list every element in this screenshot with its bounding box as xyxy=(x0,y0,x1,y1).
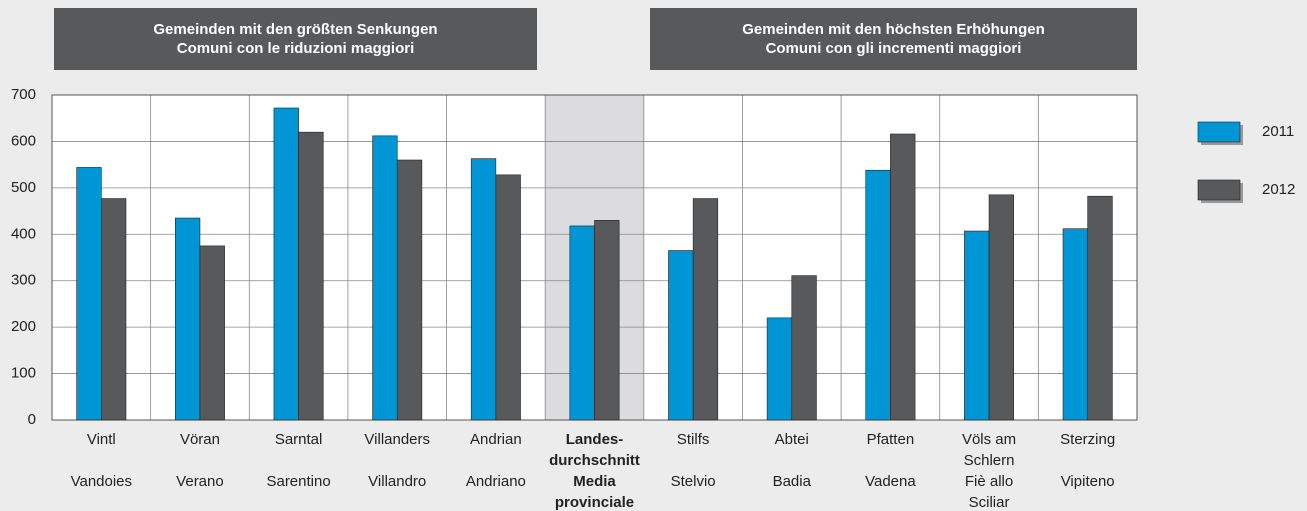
bar xyxy=(766,317,793,421)
bar xyxy=(174,217,201,421)
x-tick-label: durchschnitt xyxy=(549,452,640,469)
bar xyxy=(594,220,620,421)
x-tick-label: Vipiteno xyxy=(1061,473,1115,490)
legend-label: 2011 xyxy=(1262,123,1294,140)
y-tick-label: 400 xyxy=(11,225,36,242)
bar xyxy=(692,198,719,421)
x-tick-label: Vöran xyxy=(180,431,220,448)
bar xyxy=(569,225,595,421)
header-box xyxy=(54,8,537,70)
y-tick-label: 200 xyxy=(11,318,36,335)
header-text: Gemeinden mit den höchsten Erhöhungen xyxy=(742,21,1045,38)
bar xyxy=(372,135,398,421)
bar xyxy=(865,169,891,421)
x-tick-label: Stilfs xyxy=(677,431,710,448)
header-text: Comuni con gli incrementi maggiori xyxy=(766,40,1022,57)
bar xyxy=(1087,195,1113,421)
bar xyxy=(890,133,916,421)
x-tick-label: Villanders xyxy=(364,431,430,448)
y-tick-label: 500 xyxy=(11,179,36,196)
x-tick-label: Sterzing xyxy=(1060,431,1115,448)
x-tick-label: Vadena xyxy=(865,473,916,490)
x-tick-label: Vintl xyxy=(87,431,116,448)
x-tick-label: Badia xyxy=(773,473,812,490)
legend-swatch xyxy=(1197,121,1241,143)
x-tick-label: Vandoies xyxy=(71,473,132,490)
x-tick-label: Pfatten xyxy=(867,431,915,448)
bar xyxy=(988,194,1015,421)
bar xyxy=(495,174,521,421)
bar xyxy=(668,250,694,421)
bar xyxy=(470,158,497,421)
y-tick-label: 0 xyxy=(28,411,36,428)
header-text: Gemeinden mit den größten Senkungen xyxy=(153,21,437,38)
x-tick-label: Andrian xyxy=(470,431,522,448)
x-tick-label: Villandro xyxy=(368,473,426,490)
header-text: Comuni con le riduzioni maggiori xyxy=(177,40,415,57)
legend-label: 2012 xyxy=(1262,181,1295,198)
x-tick-label: provinciale xyxy=(555,494,634,511)
y-tick-label: 600 xyxy=(11,132,36,149)
legend-swatch xyxy=(1197,179,1241,201)
x-tick-label: Schlern xyxy=(964,452,1015,469)
y-tick-label: 100 xyxy=(11,365,36,382)
x-tick-label: Abtei xyxy=(775,431,809,448)
bar xyxy=(964,230,990,421)
x-tick-label: Landes- xyxy=(566,431,624,448)
bar xyxy=(791,275,817,421)
bar xyxy=(199,245,225,421)
bar xyxy=(1062,228,1088,421)
x-tick-label: Andriano xyxy=(466,473,526,490)
x-tick-label: Stelvio xyxy=(671,473,716,490)
bar xyxy=(396,159,423,421)
x-tick-label: Media xyxy=(573,473,616,490)
y-tick-label: 300 xyxy=(11,272,36,289)
x-tick-label: Fiè allo xyxy=(965,473,1013,490)
x-tick-label: Völs am xyxy=(962,431,1016,448)
bar xyxy=(298,131,324,421)
bar xyxy=(273,107,299,421)
x-tick-label: Verano xyxy=(176,473,224,490)
x-tick-label: Sciliar xyxy=(969,494,1010,511)
bar xyxy=(101,198,127,421)
bar xyxy=(76,167,102,421)
x-tick-label: Sarntal xyxy=(275,431,323,448)
x-tick-label: Sarentino xyxy=(266,473,330,490)
y-tick-label: 700 xyxy=(11,86,36,103)
header-box xyxy=(650,8,1137,70)
